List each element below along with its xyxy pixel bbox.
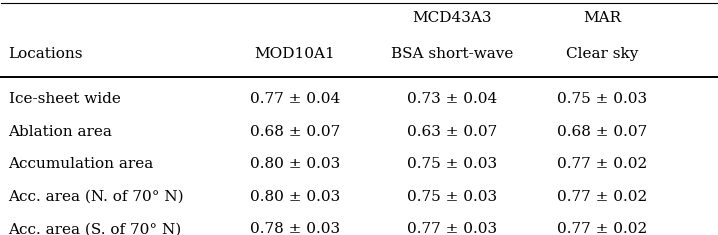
Text: 0.73 ± 0.04: 0.73 ± 0.04 [407,92,497,106]
Text: MCD43A3: MCD43A3 [412,11,492,25]
Text: 0.77 ± 0.02: 0.77 ± 0.02 [557,222,648,235]
Text: 0.63 ± 0.07: 0.63 ± 0.07 [407,125,497,139]
Text: 0.77 ± 0.02: 0.77 ± 0.02 [557,190,648,204]
Text: Ablation area: Ablation area [9,125,113,139]
Text: 0.68 ± 0.07: 0.68 ± 0.07 [557,125,648,139]
Text: Acc. area (N. of 70° N): Acc. area (N. of 70° N) [9,190,184,204]
Text: 0.77 ± 0.02: 0.77 ± 0.02 [557,157,648,171]
Text: 0.75 ± 0.03: 0.75 ± 0.03 [557,92,647,106]
Text: MOD10A1: MOD10A1 [254,47,335,61]
Text: 0.80 ± 0.03: 0.80 ± 0.03 [250,157,340,171]
Text: Locations: Locations [9,47,83,61]
Text: Accumulation area: Accumulation area [9,157,154,171]
Text: 0.75 ± 0.03: 0.75 ± 0.03 [407,157,497,171]
Text: 0.68 ± 0.07: 0.68 ± 0.07 [250,125,340,139]
Text: 0.77 ± 0.04: 0.77 ± 0.04 [250,92,340,106]
Text: BSA short-wave: BSA short-wave [391,47,513,61]
Text: 0.75 ± 0.03: 0.75 ± 0.03 [407,190,497,204]
Text: Ice-sheet wide: Ice-sheet wide [9,92,121,106]
Text: 0.78 ± 0.03: 0.78 ± 0.03 [250,222,340,235]
Text: MAR: MAR [583,11,621,25]
Text: 0.77 ± 0.03: 0.77 ± 0.03 [407,222,497,235]
Text: Acc. area (S. of 70° N): Acc. area (S. of 70° N) [9,222,182,235]
Text: Clear sky: Clear sky [566,47,638,61]
Text: 0.80 ± 0.03: 0.80 ± 0.03 [250,190,340,204]
